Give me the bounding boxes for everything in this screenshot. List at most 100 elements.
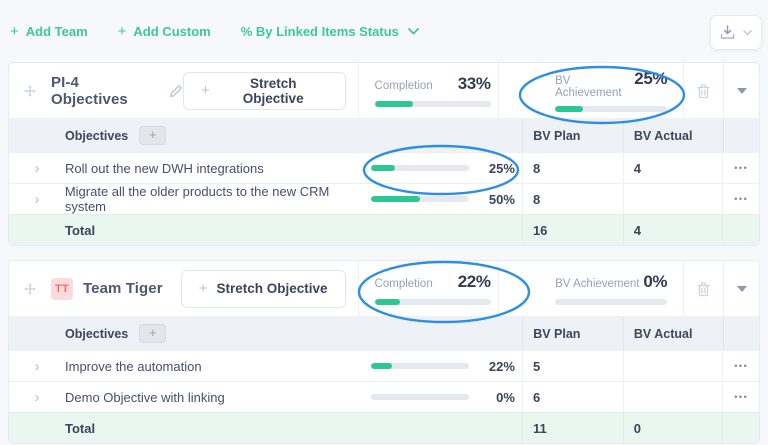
delete-panel-button[interactable] <box>683 63 723 118</box>
objectives-column-header: Objectives <box>65 128 129 143</box>
bv-actual-value[interactable] <box>622 184 723 214</box>
expand-chevron-icon[interactable]: › <box>34 159 40 177</box>
objective-progress: 22% <box>370 359 515 374</box>
chevron-down-icon <box>743 29 752 36</box>
completion-value: 22% <box>457 272 491 291</box>
objective-name[interactable]: Demo Objective with linking <box>65 389 225 405</box>
completion-progress-bar <box>374 101 491 107</box>
row-menu-button[interactable]: ••• <box>734 163 749 173</box>
caret-down-icon <box>736 87 747 94</box>
completion-label: Completion <box>374 80 433 92</box>
objective-name[interactable]: Roll out the new DWH integrations <box>65 160 264 176</box>
panel-title: PI-4 Objectives <box>51 73 128 108</box>
plus-icon: + <box>10 22 19 40</box>
total-label: Total <box>65 222 96 238</box>
objective-progress-bar <box>370 363 469 369</box>
bv-plan-column-header: BV Plan <box>522 317 623 350</box>
objective-progress-bar <box>370 394 469 400</box>
stretch-objective-button[interactable]: + Stretch Objective <box>180 269 346 308</box>
download-icon <box>720 25 735 40</box>
bv-actual-value[interactable] <box>622 351 723 381</box>
percent-mode-label: % By Linked Items Status <box>240 23 399 39</box>
panel-header: TT Team Tiger + Stretch Objective Comple… <box>9 261 759 316</box>
actions-column-header <box>722 317 759 350</box>
export-button[interactable] <box>710 15 762 50</box>
panel-title-area: PI-4 Objectives + Stretch Objective <box>9 63 358 118</box>
panel-team-tiger: TT Team Tiger + Stretch Objective Comple… <box>8 260 760 444</box>
bv-achievement-label: BV Achievement <box>555 278 640 290</box>
row-menu-button[interactable]: ••• <box>734 361 749 371</box>
bv-actual-column-header: BV Actual <box>622 317 723 350</box>
total-bv-plan: 16 <box>521 215 623 245</box>
stretch-objective-button[interactable]: + Stretch Objective <box>183 71 346 110</box>
chevron-down-icon <box>408 27 419 35</box>
percent-mode-dropdown[interactable]: % By Linked Items Status <box>241 24 419 39</box>
add-team-label: Add Team <box>25 23 88 39</box>
stretch-objective-label: Stretch Objective <box>242 75 304 106</box>
objective-row: › Roll out the new DWH integrations 25% … <box>9 152 759 183</box>
objective-progress: 0% <box>370 390 515 405</box>
total-row: Total 11 0 <box>9 412 759 443</box>
completion-metric: Completion 22% <box>357 261 499 316</box>
completion-progress-bar <box>374 299 491 305</box>
row-menu-button[interactable]: ••• <box>734 194 749 204</box>
bv-plan-value[interactable]: 6 <box>521 382 623 412</box>
bv-actual-value[interactable] <box>622 382 723 412</box>
bv-plan-value[interactable]: 8 <box>521 153 623 183</box>
objective-progress-value: 50% <box>488 191 515 207</box>
bv-plan-column-header: BV Plan <box>522 119 623 152</box>
objective-progress: 50% <box>370 191 515 207</box>
delete-panel-button[interactable] <box>683 261 723 316</box>
completion-value: 33% <box>457 74 491 93</box>
objective-progress-bar <box>370 196 469 202</box>
total-bv-plan: 11 <box>521 413 623 443</box>
panel-pi4-objectives: PI-4 Objectives + Stretch Objective Comp… <box>8 62 760 246</box>
total-bv-actual: 0 <box>622 413 723 443</box>
bv-achievement-value: 25% <box>634 69 668 88</box>
bv-achievement-progress-bar <box>555 299 668 305</box>
edit-pencil-icon[interactable] <box>169 84 183 98</box>
add-objective-button[interactable]: + <box>139 324 167 343</box>
add-custom-label: Add Custom <box>133 23 211 39</box>
add-team-button[interactable]: + Add Team <box>10 23 88 40</box>
objective-progress: 25% <box>370 161 515 176</box>
panel-header: PI-4 Objectives + Stretch Objective Comp… <box>9 63 759 118</box>
row-menu-button[interactable]: ••• <box>734 392 749 402</box>
panel-title: Team Tiger <box>83 280 163 297</box>
team-avatar: TT <box>51 277 73 300</box>
toolbar: + Add Team + Add Custom % By Linked Item… <box>0 0 768 62</box>
panel-title-area: TT Team Tiger + Stretch Objective <box>9 261 358 316</box>
bv-actual-column-header: BV Actual <box>622 119 723 152</box>
bv-achievement-value: 0% <box>643 272 668 291</box>
table-header: Objectives + BV Plan BV Actual <box>9 118 759 152</box>
collapse-panel-button[interactable] <box>723 63 759 118</box>
total-bv-actual: 4 <box>622 215 723 245</box>
actions-column-header <box>722 119 759 152</box>
total-row: Total 16 4 <box>9 214 759 245</box>
completion-metric: Completion 33% <box>357 63 499 118</box>
objective-name[interactable]: Improve the automation <box>65 358 202 374</box>
caret-down-icon <box>736 285 747 292</box>
add-objective-button[interactable]: + <box>139 126 167 145</box>
bv-actual-value[interactable]: 4 <box>622 153 723 183</box>
expand-chevron-icon[interactable]: › <box>34 190 40 208</box>
plus-icon: + <box>117 22 127 40</box>
objective-row: › Migrate all the older products to the … <box>9 183 759 214</box>
bv-plan-value[interactable]: 8 <box>521 184 623 214</box>
drag-handle-icon[interactable] <box>22 281 38 297</box>
completion-label: Completion <box>374 278 433 290</box>
collapse-panel-button[interactable] <box>723 261 759 316</box>
plus-icon: + <box>198 280 208 297</box>
expand-chevron-icon[interactable]: › <box>34 357 40 375</box>
drag-handle-icon[interactable] <box>22 83 38 99</box>
add-custom-button[interactable]: + Add Custom <box>118 23 211 40</box>
objectives-column-header: Objectives <box>65 326 129 341</box>
table-header: Objectives + BV Plan BV Actual <box>9 316 759 350</box>
bv-plan-value[interactable]: 5 <box>521 351 623 381</box>
bv-achievement-label: BV Achievement <box>555 75 622 99</box>
objective-row: › Demo Objective with linking 0% 6 ••• <box>9 381 759 412</box>
objective-name[interactable]: Migrate all the older products to the ne… <box>64 184 330 214</box>
objective-row: › Improve the automation 22% 5 ••• <box>9 350 759 381</box>
objective-progress-bar <box>370 165 469 171</box>
expand-chevron-icon[interactable]: › <box>34 388 40 406</box>
